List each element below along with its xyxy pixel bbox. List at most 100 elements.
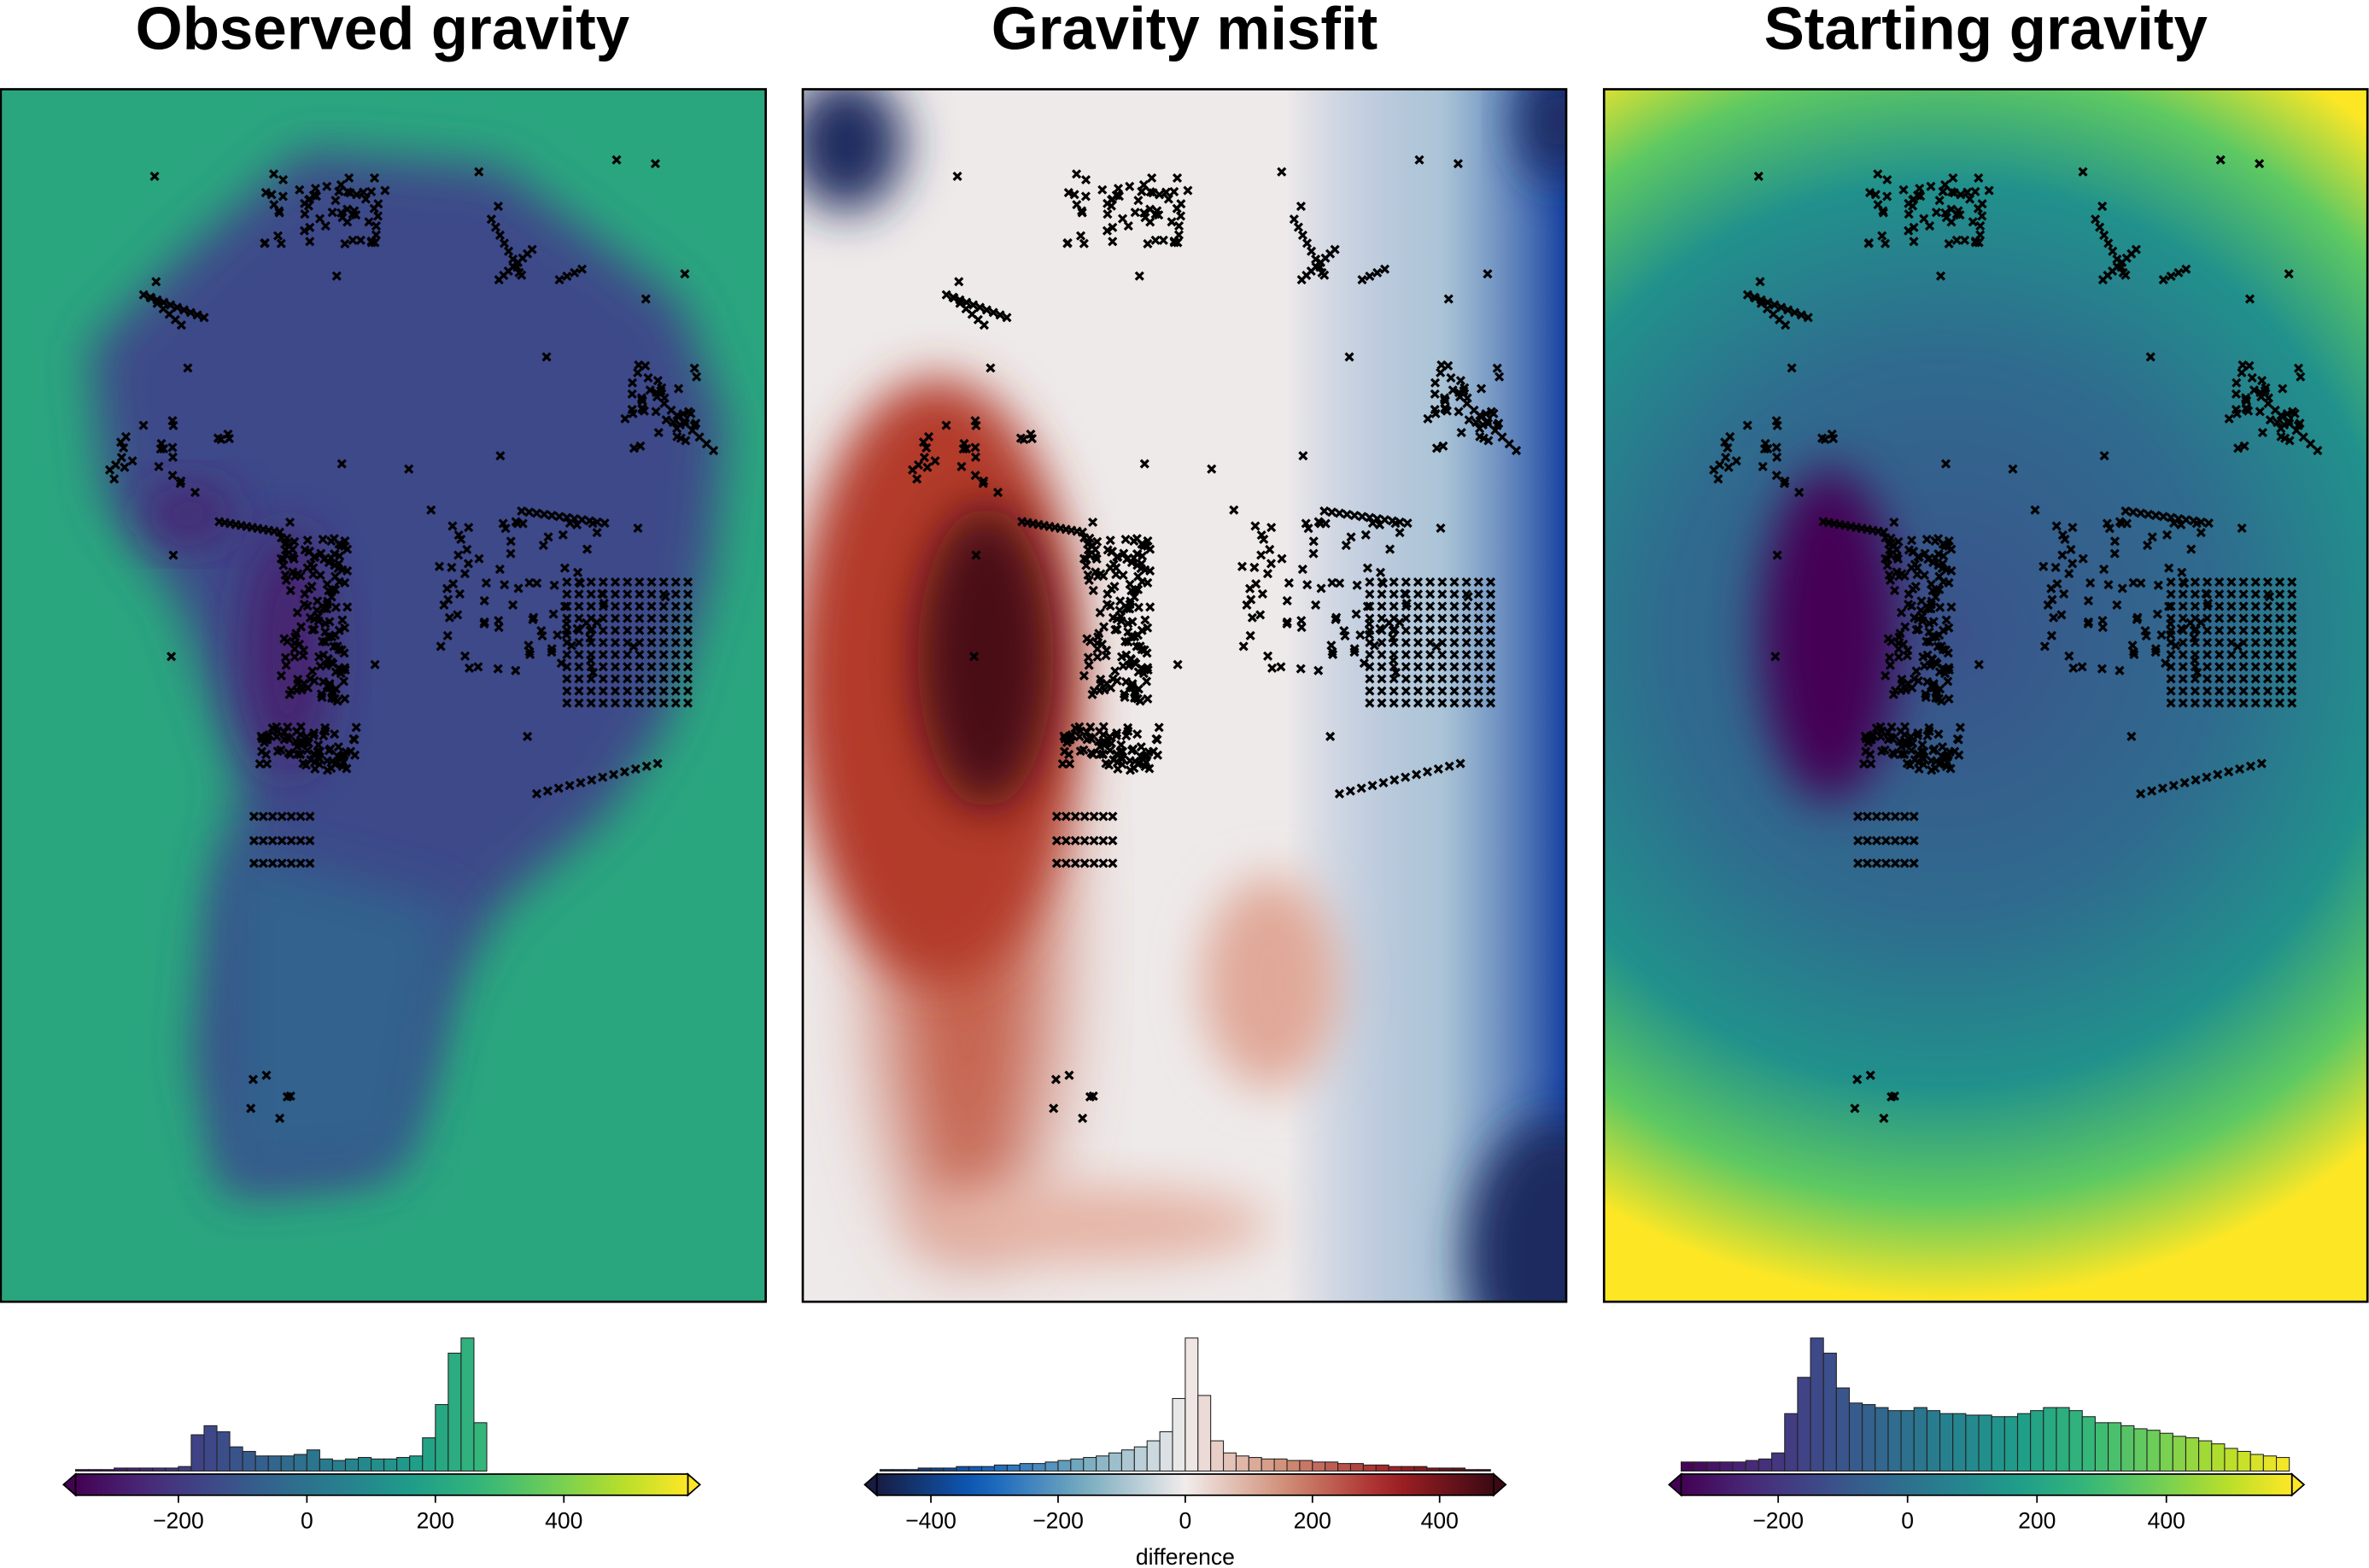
histogram-bar (2108, 1422, 2122, 1472)
colorbar-extend (62, 1472, 77, 1497)
map-frame (0, 88, 767, 1303)
histogram-bar (2224, 1448, 2238, 1472)
histogram-bar (139, 1467, 154, 1472)
x-tick-label: 200 (2018, 1508, 2056, 1534)
histogram-bar (1952, 1413, 1967, 1472)
histogram-bar (1261, 1458, 1275, 1472)
x-tick-label: 400 (545, 1508, 582, 1534)
histogram-bar (1362, 1464, 1377, 1472)
histogram-bar (904, 1469, 919, 1472)
histogram-bar (396, 1457, 411, 1472)
histogram-bar (1477, 1469, 1491, 1472)
histogram-bar (1822, 1352, 1837, 1472)
histogram-bar (1159, 1431, 1173, 1472)
colorbar-extend (1493, 1472, 1507, 1497)
x-tick-label: 400 (1421, 1508, 1459, 1534)
histogram-bar (2172, 1436, 2186, 1472)
histogram-bar (344, 1458, 360, 1472)
histogram-bar (242, 1450, 256, 1472)
histogram-bar (2249, 1454, 2264, 1472)
histogram-bar (319, 1458, 333, 1472)
histogram-bar (1758, 1458, 1773, 1472)
panel-title: Gravity misfit (991, 0, 1378, 63)
histogram-bar (1312, 1461, 1326, 1472)
histogram-bar (1939, 1413, 1954, 1472)
histogram-bar (968, 1466, 983, 1472)
histogram-bar (1197, 1395, 1212, 1472)
colorbar (875, 1473, 1495, 1496)
histogram-bar (1810, 1337, 1824, 1472)
histogram-bar (2276, 1457, 2290, 1472)
histogram-bar (943, 1467, 957, 1472)
colorbar-extend (2290, 1472, 2306, 1497)
histogram-bar (1862, 1404, 1876, 1472)
histogram-bar (1732, 1461, 1746, 1472)
colorbar (74, 1473, 689, 1496)
histogram-bar (190, 1434, 205, 1472)
x-tick-label: −200 (1032, 1508, 1084, 1534)
histogram-bar (1719, 1461, 1734, 1472)
histogram-bar (1413, 1466, 1428, 1472)
histogram-bar (229, 1446, 243, 1472)
histogram-bar (1965, 1414, 1980, 1472)
histogram-bar (1706, 1461, 1721, 1472)
histogram-bar (1745, 1460, 1759, 1472)
map-frame (801, 88, 1568, 1303)
map-starting (1604, 89, 2368, 1302)
histogram-bar (956, 1466, 970, 1472)
histogram-bar (306, 1449, 320, 1472)
histogram-bar (1325, 1461, 1339, 1472)
histogram-bar (203, 1425, 218, 1472)
histogram-bar (126, 1467, 141, 1472)
histogram-bar (981, 1466, 996, 1472)
histogram-bar (1900, 1410, 1915, 1472)
colorbar (1680, 1473, 2293, 1496)
histogram-bar (1032, 1463, 1046, 1472)
x-tick-label: −200 (153, 1508, 204, 1534)
histogram-bar (114, 1467, 128, 1472)
histogram-bar (2198, 1440, 2213, 1472)
histogram-bar (1019, 1463, 1033, 1472)
histogram-bar (165, 1467, 179, 1472)
histogram-bar (1133, 1446, 1148, 1472)
histogram-bar (254, 1455, 269, 1472)
histogram-bar (371, 1458, 385, 1472)
histogram-bar (358, 1457, 372, 1472)
histogram-bar (1680, 1461, 1695, 1472)
histogram-bar (1235, 1455, 1249, 1472)
histogram-bar (1464, 1469, 1478, 1472)
histogram-bar (1120, 1449, 1135, 1472)
histogram-bar (1349, 1463, 1364, 1472)
histogram-bar (879, 1469, 893, 1472)
histogram-bar (2237, 1450, 2251, 1472)
histogram-bar (1108, 1452, 1122, 1472)
histogram-bar (447, 1352, 462, 1472)
map-frame (1602, 88, 2369, 1303)
histogram-bar (152, 1467, 167, 1472)
station-markers (1709, 155, 2323, 1124)
histogram-bar (1797, 1377, 1811, 1472)
histogram-bar (1913, 1407, 1927, 1472)
histogram-bar (1223, 1452, 1237, 1472)
histogram-bar (1057, 1460, 1072, 1472)
x-tick-label: 0 (301, 1508, 313, 1534)
x-tick-label: 0 (1179, 1508, 1192, 1534)
panel-title: Starting gravity (1764, 0, 2208, 63)
colorbar-extend (863, 1472, 878, 1497)
histogram-bar (1848, 1402, 1863, 1472)
histogram-bar (383, 1458, 398, 1472)
histogram-bar (267, 1455, 282, 1472)
histogram-bar (1286, 1460, 1301, 1472)
histogram-bar (892, 1469, 906, 1472)
histogram-bar (74, 1469, 90, 1472)
histogram-bar (1273, 1458, 1288, 1472)
histogram-bar (1835, 1387, 1851, 1472)
histogram-bar (1184, 1337, 1199, 1472)
histogram-bar (2043, 1407, 2057, 1472)
histogram-bar (331, 1460, 347, 1472)
histogram-bar (1375, 1464, 1389, 1472)
x-tick-label: −200 (1752, 1508, 1804, 1534)
histogram-bar (1146, 1440, 1161, 1472)
histogram-bar (293, 1454, 307, 1472)
